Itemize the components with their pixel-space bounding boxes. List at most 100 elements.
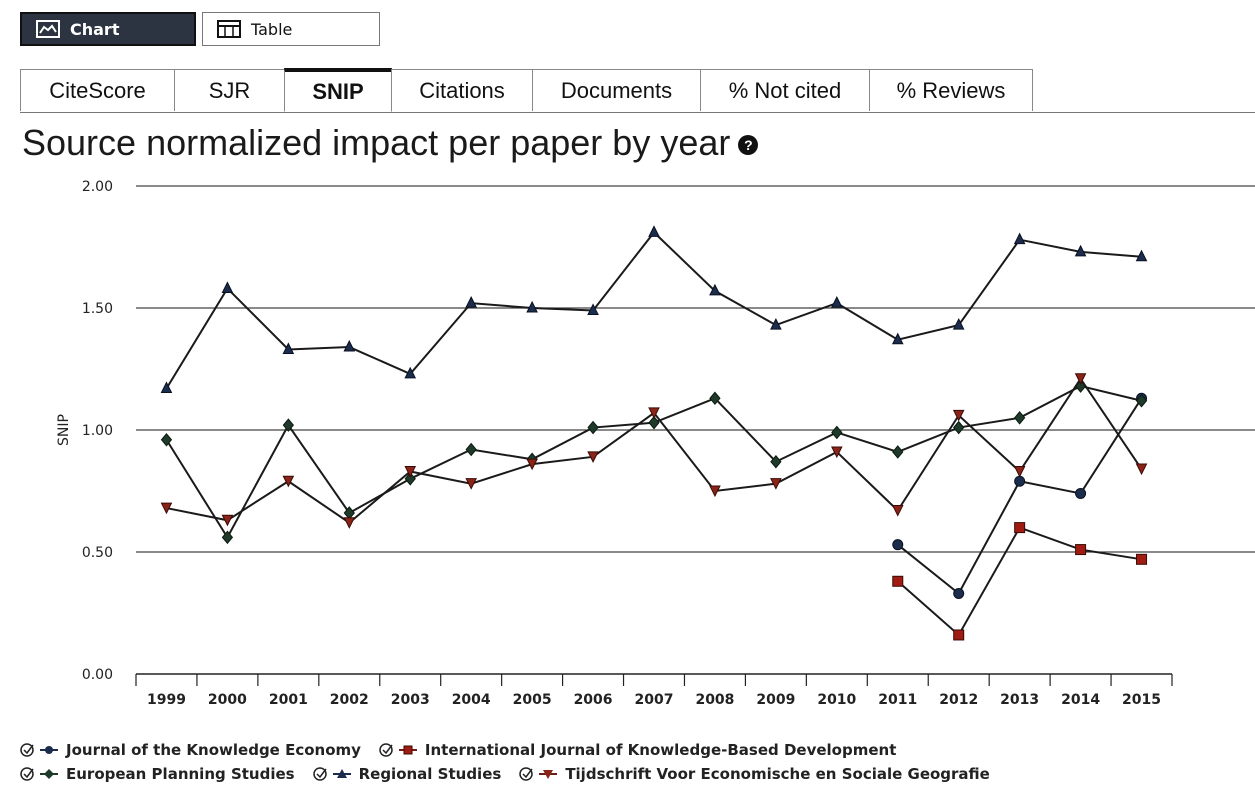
x-tick-label: 2007 — [635, 692, 674, 708]
data-point — [282, 475, 295, 488]
legend-label: Regional Studies — [358, 765, 502, 783]
tab-sjr[interactable]: SJR — [174, 69, 285, 111]
legend-checkbox-icon — [20, 743, 58, 757]
data-point — [1013, 411, 1026, 425]
legend-item-rs[interactable]: Regional Studies — [312, 765, 502, 783]
metric-tabs: CiteScore SJR SNIP Citations Documents %… — [20, 68, 1255, 113]
legend-row-2: European Planning Studies Regional Studi… — [20, 762, 1008, 786]
data-point — [648, 407, 660, 420]
tab-snip[interactable]: SNIP — [284, 68, 392, 112]
data-point — [1135, 463, 1148, 476]
data-point — [709, 485, 721, 498]
data-point — [587, 451, 599, 463]
data-point — [1013, 232, 1026, 245]
y-tick-label: 1.00 — [82, 423, 113, 439]
data-point — [221, 530, 234, 545]
legend-item-eps[interactable]: European Planning Studies — [20, 765, 295, 783]
x-tick-label: 2008 — [695, 692, 734, 708]
tab-citations[interactable]: Citations — [391, 69, 533, 111]
data-point — [1074, 373, 1087, 385]
data-point — [1014, 522, 1026, 534]
data-point — [465, 296, 477, 308]
table-icon — [217, 20, 241, 38]
x-tick-label: 1999 — [147, 692, 186, 708]
y-tick-label: 0.00 — [82, 667, 113, 683]
data-point — [891, 332, 904, 345]
data-point — [953, 420, 965, 435]
series-line — [897, 397, 1143, 596]
legend-item-jke[interactable]: Journal of the Knowledge Economy — [20, 741, 361, 759]
data-point — [953, 587, 965, 599]
x-tick-label: 2001 — [269, 692, 308, 708]
tab-citescore[interactable]: CiteScore — [20, 69, 175, 111]
chart-legend: Journal of the Knowledge Economy Interna… — [20, 738, 1008, 786]
tab-reviews[interactable]: % Reviews — [869, 69, 1033, 111]
legend-checkbox-icon — [379, 743, 417, 757]
page-title: Source normalized impact per paper by ye… — [22, 122, 759, 164]
data-point — [709, 283, 721, 296]
legend-label: Journal of the Knowledge Economy — [66, 741, 361, 759]
question-circle-icon[interactable]: ? — [738, 135, 759, 156]
x-tick-label: 2000 — [208, 692, 247, 708]
data-point — [160, 432, 173, 447]
data-point — [1075, 544, 1087, 556]
data-point — [282, 418, 295, 432]
data-point — [892, 539, 904, 551]
x-tick-label: 2014 — [1061, 692, 1100, 708]
legend-row-1: Journal of the Knowledge Economy Interna… — [20, 738, 1008, 762]
x-tick-label: 2006 — [574, 692, 613, 708]
y-tick-label: 2.00 — [82, 179, 113, 195]
data-point — [891, 505, 904, 517]
data-point — [343, 517, 356, 529]
data-point — [831, 425, 843, 440]
data-point — [892, 445, 904, 459]
x-tick-label: 2011 — [878, 692, 917, 708]
data-point — [770, 317, 782, 330]
data-point — [465, 442, 477, 457]
x-tick-label: 2010 — [817, 692, 856, 708]
chart-view-button[interactable]: Chart — [20, 12, 196, 46]
legend-item-ijkbd[interactable]: International Journal of Knowledge-Based… — [379, 741, 896, 759]
x-tick-label: 2013 — [1000, 692, 1039, 708]
data-point — [1075, 487, 1087, 499]
data-point — [404, 472, 416, 486]
legend-item-tesg[interactable]: Tijdschrift Voor Economische en Sociale … — [519, 765, 990, 783]
data-point — [770, 454, 782, 469]
data-point — [343, 339, 356, 352]
y-tick-label: 1.50 — [82, 301, 113, 317]
x-tick-label: 2005 — [513, 692, 552, 708]
series-line — [897, 526, 1142, 637]
y-axis-label: SNIP — [56, 414, 72, 446]
table-view-button[interactable]: Table — [202, 12, 380, 46]
legend-label: International Journal of Knowledge-Based… — [424, 741, 897, 759]
data-point — [1135, 249, 1148, 262]
tab-not-cited[interactable]: % Not cited — [700, 69, 870, 111]
series-line — [166, 376, 1143, 524]
data-point — [1135, 393, 1148, 408]
legend-checkbox-icon — [519, 767, 558, 781]
y-tick-label: 0.50 — [82, 545, 113, 561]
data-point — [1013, 465, 1026, 478]
chart-view-label: Chart — [70, 19, 120, 39]
tab-documents[interactable]: Documents — [532, 69, 701, 111]
data-point — [1014, 475, 1026, 487]
data-point — [404, 366, 417, 379]
data-point — [160, 502, 173, 515]
legend-label: Tijdschrift Voor Economische en Sociale … — [565, 765, 990, 783]
data-point — [648, 225, 660, 237]
data-point — [465, 478, 477, 490]
x-tick-label: 2002 — [330, 692, 369, 708]
x-tick-label: 2009 — [756, 692, 795, 708]
data-point — [709, 391, 721, 406]
legend-checkbox-icon — [312, 767, 351, 781]
data-point — [831, 446, 843, 459]
snip-line-chart: 0.00 0.50 1.00 1.50 2.00 1999 2000 2001 2002 2003… — [56, 179, 1255, 708]
data-point — [831, 296, 843, 308]
x-tick-label: 2015 — [1122, 692, 1161, 708]
data-point — [953, 629, 965, 641]
x-tick-label: 2004 — [452, 692, 491, 708]
series-line — [165, 230, 1142, 390]
data-point — [221, 514, 234, 527]
data-point — [1136, 553, 1148, 565]
data-point — [587, 420, 599, 435]
